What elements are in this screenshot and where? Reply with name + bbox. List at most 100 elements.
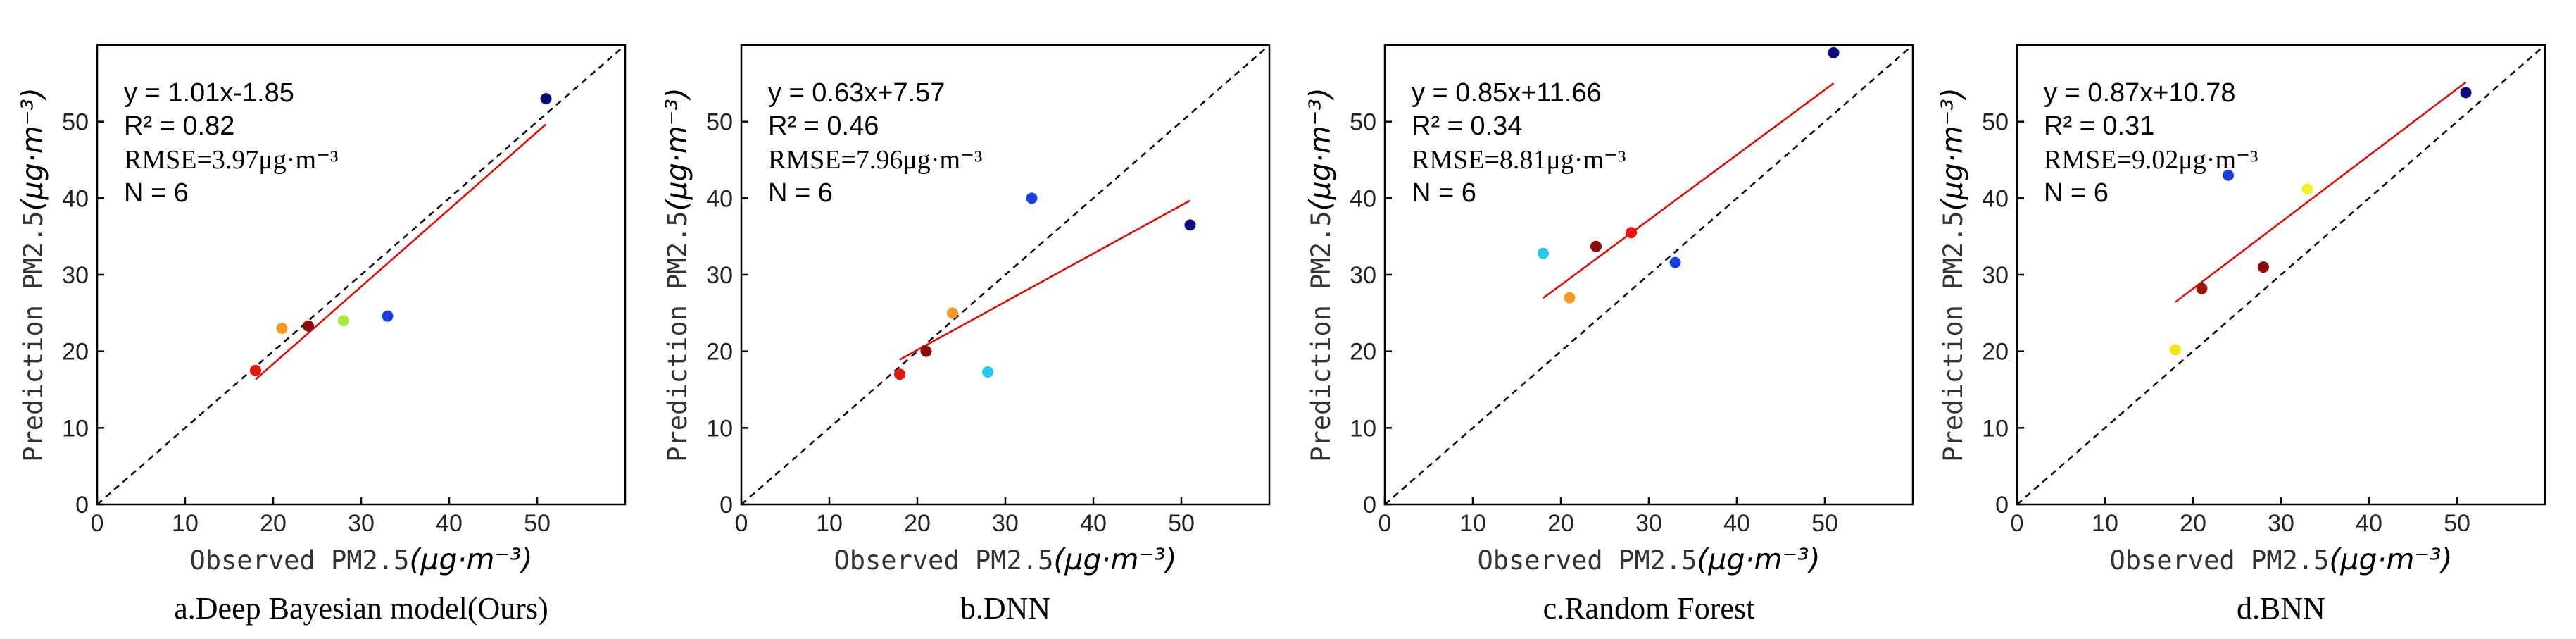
identity-reference-line bbox=[741, 45, 1269, 504]
x-tick-label: 40 bbox=[1723, 510, 1750, 537]
x-tick-label: 30 bbox=[992, 510, 1019, 537]
y-tick-label: 30 bbox=[62, 262, 89, 289]
rmse-value: RMSE=9.02μg·m⁻³ bbox=[2044, 145, 2258, 175]
y-tick-label: 50 bbox=[706, 109, 733, 136]
data-point bbox=[2170, 344, 2181, 356]
x-tick-label: 20 bbox=[904, 510, 931, 537]
y-tick-label: 50 bbox=[62, 109, 89, 136]
y-tick-label: 0 bbox=[720, 492, 733, 519]
y-tick-label: 50 bbox=[1350, 109, 1376, 136]
x-axis-label: Observed PM2.5(μg·m⁻³) bbox=[189, 542, 532, 576]
y-tick-label: 30 bbox=[706, 262, 733, 289]
data-point bbox=[947, 307, 958, 319]
x-tick-label: 50 bbox=[2444, 510, 2470, 537]
x-axis-label: Observed PM2.5(μg·m⁻³) bbox=[1477, 542, 1820, 576]
y-axis-label: Prediction PM2.5(μg·m⁻³) bbox=[15, 87, 49, 462]
x-tick-label: 0 bbox=[1378, 510, 1392, 537]
x-tick-label: 50 bbox=[1168, 510, 1195, 537]
regression-line bbox=[1543, 82, 1835, 299]
data-point bbox=[894, 368, 905, 380]
x-tick-label: 10 bbox=[816, 510, 843, 537]
y-tick-label: 50 bbox=[1982, 109, 2009, 136]
y-tick-label: 0 bbox=[1995, 492, 2009, 519]
regression-line bbox=[2175, 81, 2467, 303]
x-tick-label: 40 bbox=[2356, 510, 2382, 537]
data-point bbox=[1538, 247, 1549, 259]
x-tick-label: 50 bbox=[1811, 510, 1838, 537]
x-tick-label: 30 bbox=[1635, 510, 1662, 537]
data-point bbox=[540, 93, 552, 105]
y-tick-label: 40 bbox=[1982, 185, 2009, 212]
x-tick-label: 40 bbox=[1080, 510, 1107, 537]
r-squared: R² = 0.82 bbox=[124, 111, 234, 141]
y-axis-label: Prediction PM2.5(μg·m⁻³) bbox=[660, 87, 693, 462]
data-point bbox=[2196, 283, 2208, 294]
r-squared: R² = 0.34 bbox=[1412, 111, 1522, 141]
regression-equation: y = 0.63x+7.57 bbox=[768, 78, 945, 108]
x-axis-label: Observed PM2.5(μg·m⁻³) bbox=[2109, 542, 2452, 576]
data-point bbox=[1026, 192, 1038, 204]
data-point bbox=[1590, 240, 1602, 252]
data-point bbox=[1669, 256, 1681, 268]
rmse-value: RMSE=7.96μg·m⁻³ bbox=[768, 145, 982, 175]
x-tick-label: 10 bbox=[1459, 510, 1486, 537]
x-tick-label: 20 bbox=[2180, 510, 2206, 537]
data-point bbox=[1184, 219, 1196, 231]
panel-caption: a.Deep Bayesian model(Ours) bbox=[174, 591, 548, 626]
data-point bbox=[2258, 261, 2269, 273]
data-point bbox=[1828, 46, 1840, 58]
y-tick-label: 20 bbox=[62, 339, 89, 366]
regression-equation: y = 0.85x+11.66 bbox=[1412, 78, 1602, 108]
y-tick-label: 10 bbox=[706, 415, 733, 442]
sample-count: N = 6 bbox=[768, 178, 833, 208]
data-point bbox=[250, 364, 261, 376]
regression-equation: y = 1.01x-1.85 bbox=[124, 78, 294, 108]
sample-count: N = 6 bbox=[124, 178, 189, 208]
y-tick-label: 20 bbox=[1982, 339, 2009, 366]
data-point bbox=[338, 315, 349, 327]
identity-reference-line bbox=[1385, 45, 1913, 504]
sample-count: N = 6 bbox=[1412, 178, 1476, 208]
r-squared: R² = 0.46 bbox=[768, 111, 879, 141]
scatter-panel-4: 0 10 20 30 40 50 0 10 20 30 40 50 y = 0.87x+10.78R² … bbox=[1935, 44, 2546, 626]
y-tick-label: 40 bbox=[62, 185, 89, 212]
y-tick-label: 30 bbox=[1350, 262, 1376, 289]
data-point bbox=[276, 323, 288, 335]
y-tick-label: 20 bbox=[1350, 339, 1376, 366]
y-axis-label: Prediction PM2.5(μg·m⁻³) bbox=[1303, 87, 1337, 462]
x-tick-label: 20 bbox=[1547, 510, 1574, 537]
scatter-panel-3: 0 10 20 30 40 50 0 10 20 30 40 50 y = 0.85x+11.66R² … bbox=[1303, 44, 1914, 626]
y-tick-label: 40 bbox=[706, 185, 733, 212]
data-point bbox=[1626, 227, 1637, 239]
rmse-value: RMSE=3.97μg·m⁻³ bbox=[124, 145, 338, 175]
x-tick-label: 10 bbox=[172, 510, 199, 537]
y-tick-label: 10 bbox=[1350, 415, 1376, 442]
regression-line bbox=[899, 199, 1191, 361]
y-tick-label: 30 bbox=[1982, 262, 2009, 289]
sample-count: N = 6 bbox=[2044, 178, 2109, 208]
data-point bbox=[982, 366, 993, 378]
y-tick-label: 10 bbox=[62, 415, 89, 442]
data-point bbox=[2301, 183, 2313, 195]
rmse-value: RMSE=8.81μg·m⁻³ bbox=[1412, 145, 1626, 175]
y-axis-label: Prediction PM2.5(μg·m⁻³) bbox=[1935, 87, 1969, 462]
data-point bbox=[920, 345, 932, 357]
data-point bbox=[1564, 292, 1576, 304]
x-tick-label: 50 bbox=[524, 510, 551, 537]
identity-reference-line bbox=[97, 45, 625, 504]
x-axis-label: Observed PM2.5(μg·m⁻³) bbox=[834, 542, 1176, 576]
y-tick-label: 0 bbox=[1363, 492, 1376, 519]
identity-reference-line bbox=[2017, 45, 2545, 504]
x-tick-label: 0 bbox=[735, 510, 748, 537]
data-point bbox=[2460, 87, 2472, 99]
x-tick-label: 0 bbox=[2011, 510, 2024, 537]
x-tick-label: 10 bbox=[2092, 510, 2118, 537]
panel-caption: d.BNN bbox=[2237, 591, 2325, 626]
x-tick-label: 0 bbox=[91, 510, 104, 537]
x-tick-label: 40 bbox=[436, 510, 463, 537]
panel-caption: b.DNN bbox=[960, 591, 1050, 626]
y-tick-label: 20 bbox=[706, 339, 733, 366]
y-tick-label: 0 bbox=[75, 492, 89, 519]
y-tick-label: 10 bbox=[1982, 415, 2009, 442]
